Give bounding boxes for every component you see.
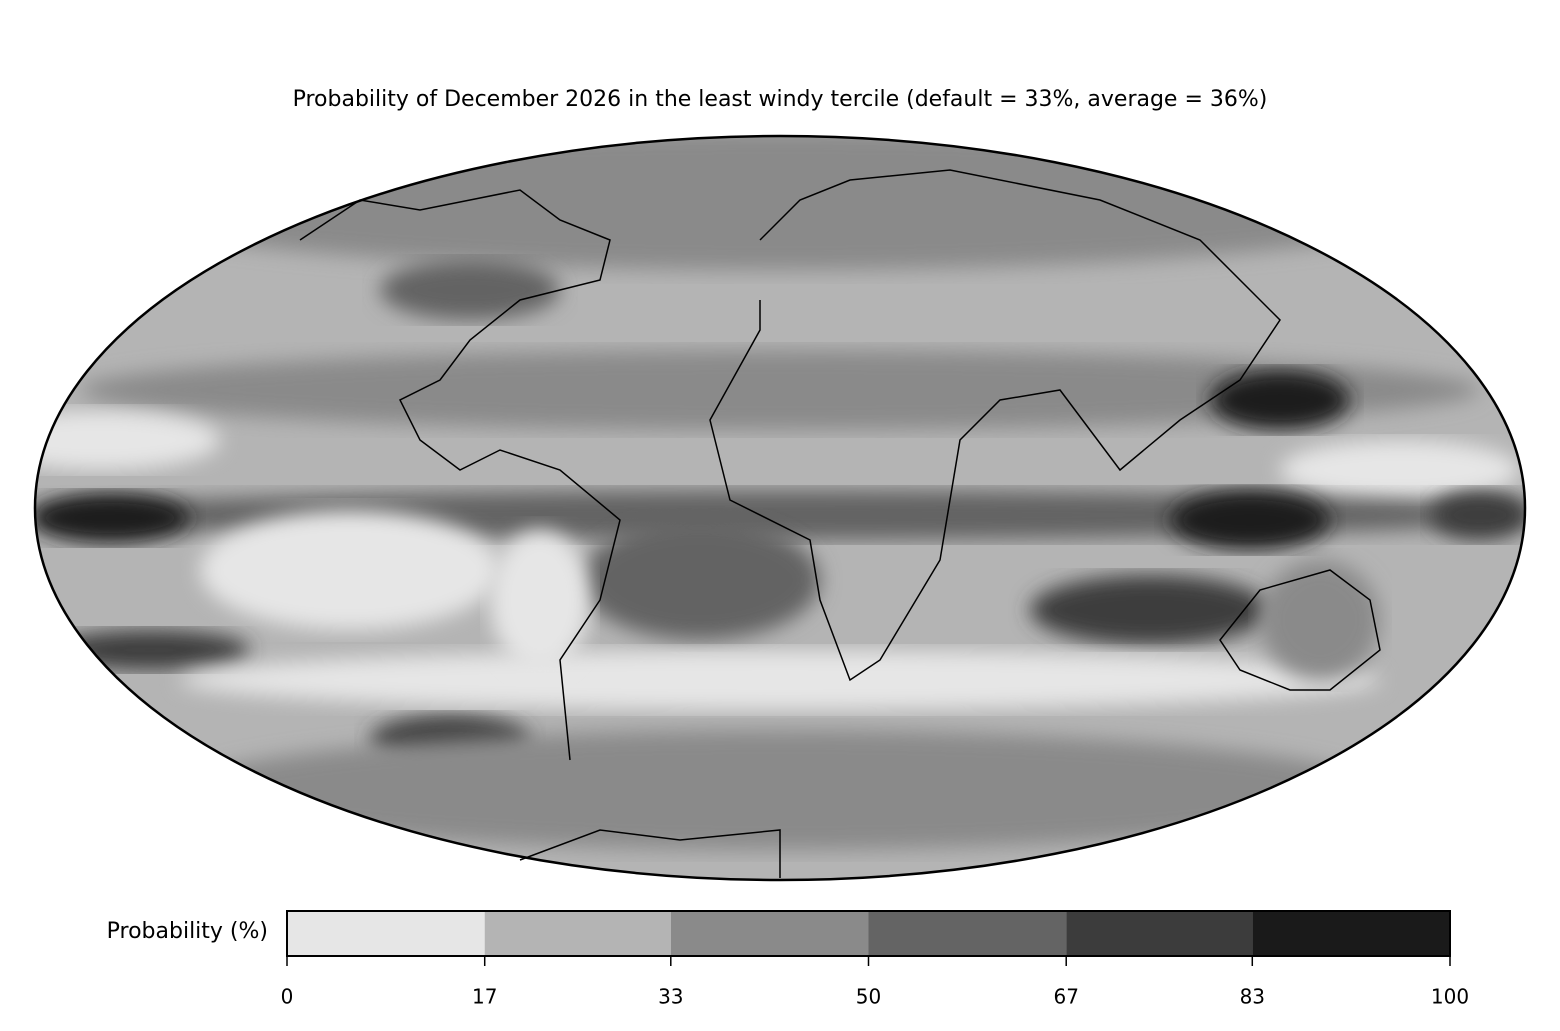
contour-region (200, 510, 500, 630)
colorbar-segment (1066, 911, 1253, 956)
colorbar-label: Probability (%) (107, 919, 268, 944)
map-field (35, 136, 1525, 880)
contour-region (1030, 575, 1270, 645)
colorbar-segment (868, 911, 1067, 956)
colorbar-segment (287, 911, 485, 956)
contour-region (35, 493, 190, 543)
tick-label: 67 (1053, 985, 1078, 1009)
tick-label: 50 (856, 985, 881, 1009)
contour-region (490, 530, 590, 670)
contour-region (1170, 490, 1330, 550)
contour-region (180, 730, 1380, 850)
colorbar: 0 17 33 50 67 83 100 (281, 910, 1469, 1009)
contour-region (1210, 370, 1350, 430)
contour-region (1280, 440, 1520, 500)
map-title: Probability of December 2026 in the leas… (293, 87, 1268, 112)
colorbar-segment (1252, 911, 1450, 956)
tick-label: 33 (658, 985, 683, 1009)
contour-region (1260, 560, 1380, 680)
tick-label: 17 (472, 985, 497, 1009)
contour-region (180, 650, 1380, 710)
colorbar-segment (670, 911, 869, 956)
tick-label: 83 (1240, 985, 1265, 1009)
tick-label: 100 (1431, 985, 1469, 1009)
contour-region (80, 350, 1480, 430)
contour-region (80, 136, 1480, 270)
contour-region (380, 260, 560, 320)
map-outline (33, 134, 1527, 882)
contour-region (580, 520, 820, 640)
coastlines (299, 169, 1381, 878)
contour-region (1430, 490, 1525, 540)
colorbar-segment (484, 911, 671, 956)
tick-label: 0 (281, 985, 294, 1009)
